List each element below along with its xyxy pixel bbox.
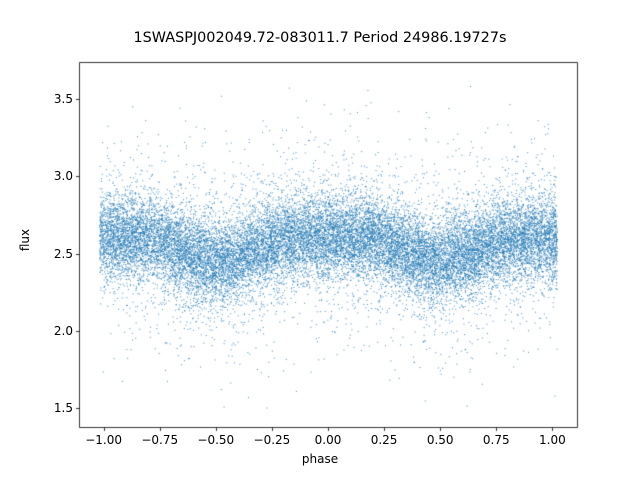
x-tick-label: 1.00 <box>539 433 566 447</box>
x-tick-label: −0.25 <box>253 433 291 447</box>
y-axis-label: flux <box>18 228 32 252</box>
y-tick-label: 3.5 <box>53 92 73 107</box>
y-tick-label: 1.5 <box>53 401 73 416</box>
x-tick-label: 0.75 <box>482 433 510 447</box>
x-axis-label: phase <box>301 452 339 466</box>
x-tick-label: 0.50 <box>426 433 454 447</box>
page-title: 1SWASPJ002049.72-083011.7 Period 24986.1… <box>133 30 507 46</box>
x-tick-label: −0.50 <box>197 433 235 447</box>
x-tick-label: −1.00 <box>85 433 123 447</box>
y-tick-label: 3.0 <box>53 169 73 184</box>
x-tick-label: −0.75 <box>141 433 179 447</box>
y-tick-label: 2.5 <box>53 246 73 261</box>
x-tick-label: 0.25 <box>370 433 398 447</box>
x-tick-label: 0.00 <box>314 433 342 447</box>
y-tick-label: 2.0 <box>53 324 73 339</box>
